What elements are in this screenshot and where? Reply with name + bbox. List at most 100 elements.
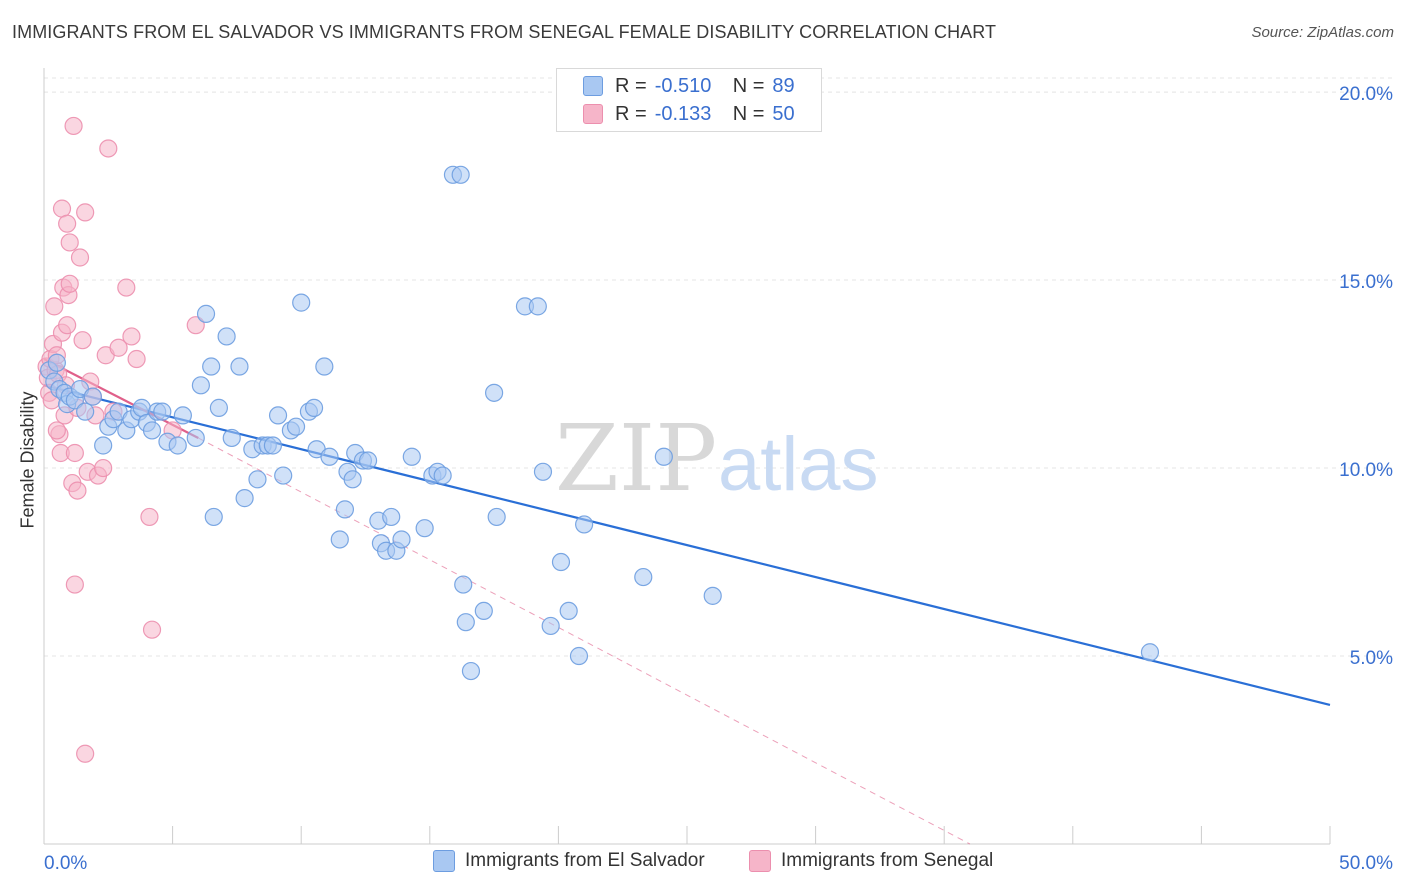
senegal-point [70,248,90,267]
el-salvador-point [703,586,722,605]
senegal-point [73,331,92,350]
senegal-point [47,421,66,440]
el-salvador-point [76,402,95,421]
el-salvador-point [153,402,172,421]
senegal-point [140,507,159,527]
el-salvador-point [83,387,102,406]
legend-n-label: N = [732,74,765,97]
el-salvador-point [320,447,339,466]
y-tick-label: 10.0% [1339,460,1393,481]
el-salvador-point [415,519,434,538]
el-salvador-point [382,507,401,527]
senegal-point [60,233,79,252]
legend-label-el-salvador: Immigrants from El Salvador [465,850,705,871]
el-salvador-point [168,436,187,455]
watermark-atlas: atlas [718,422,879,507]
el-salvador-point [235,489,254,508]
legend-item-el-salvador[interactable]: Immigrants from El Salvador [433,850,705,872]
senegal-trend-extension [198,437,971,845]
el-salvador-point [230,357,249,376]
axes [43,68,1331,845]
series-points [37,116,1160,763]
el-salvador-point [433,466,452,485]
senegal-point [109,338,128,357]
watermark-zip: ZIP [555,405,717,512]
el-salvador-point [569,646,589,666]
el-salvador-point [274,466,293,485]
el-salvador-point [528,297,547,316]
el-salvador-point [634,567,653,587]
el-salvador-point [551,552,571,572]
legend-box: R = -0.510 N = 89 R = -0.133 N = 50 [556,68,822,132]
legend-n-value: 50 [772,102,795,125]
x-tick-label: 0.0% [44,853,87,874]
legend-n-value: 89 [772,74,795,97]
legend-r-value: -0.510 [654,74,712,97]
legend-row-el-salvador: R = -0.510 N = 89 [583,73,795,99]
watermark: ZIP atlas [555,405,879,512]
legend-r-label: R = [615,102,647,125]
senegal-point [117,278,136,297]
el-salvador-point [402,447,421,466]
senegal-point [45,297,64,316]
senegal-point [60,274,79,293]
el-salvador-point [286,417,306,436]
series-legend: Immigrants from El Salvador Immigrants f… [0,850,1406,878]
el-salvador-point [487,507,506,527]
el-salvador-point [47,353,66,372]
legend-row-senegal: R = -0.133 N = 50 [583,101,795,127]
el-salvador-point [292,293,311,312]
y-tick-label: 5.0% [1350,648,1393,669]
el-salvador-point [248,470,267,489]
legend-swatch-senegal [749,850,771,872]
legend-swatch-el-salvador [433,850,455,872]
senegal-point [99,139,118,158]
el-salvador-point [533,462,553,481]
el-salvador-point [541,616,560,636]
el-salvador-point [654,447,673,466]
el-salvador-point [132,398,151,417]
legend-item-senegal[interactable]: Immigrants from Senegal [749,850,993,872]
legend-r-value: -0.133 [654,102,712,125]
el-salvador-point [559,601,578,621]
el-salvador-point [343,470,362,489]
el-salvador-point [222,428,241,448]
source-credit: Source: ZipAtlas.com [1251,24,1394,41]
el-salvador-point [454,575,473,594]
el-salvador-point [196,304,216,323]
senegal-point [142,620,162,639]
legend-label-senegal: Immigrants from Senegal [781,850,994,871]
senegal-point [76,744,95,763]
el-salvador-point [392,530,411,549]
y-tick-label: 15.0% [1339,272,1393,293]
el-salvador-point [330,530,349,549]
el-salvador-point [461,661,481,681]
el-salvador-point [485,383,504,402]
senegal-point [76,203,95,222]
el-salvador-point [268,406,288,425]
el-salvador-point [1140,643,1160,662]
el-salvador-point [263,436,283,455]
y-axis-label: Female Disability [17,391,38,529]
el-salvador-point [217,327,236,346]
el-salvador-point [315,357,334,376]
senegal-point [122,327,141,346]
legend-swatch-el-salvador [583,76,603,96]
senegal-point [94,458,113,478]
el-salvador-point [142,421,162,440]
senegal-point [64,116,83,136]
senegal-point [58,214,77,233]
el-salvador-point [186,428,205,448]
senegal-point [68,481,87,500]
y-tick-label: 20.0% [1339,84,1393,105]
x-tick-label: 50.0% [1339,853,1393,874]
el-salvador-point [173,406,192,425]
el-salvador-point [209,398,228,417]
el-salvador-point [202,357,221,376]
el-salvador-point [204,507,223,527]
el-salvador-point [358,451,378,470]
el-salvador-point [474,601,493,621]
el-salvador-point [451,165,470,184]
el-salvador-point [304,398,324,417]
el-salvador-point [191,376,210,395]
